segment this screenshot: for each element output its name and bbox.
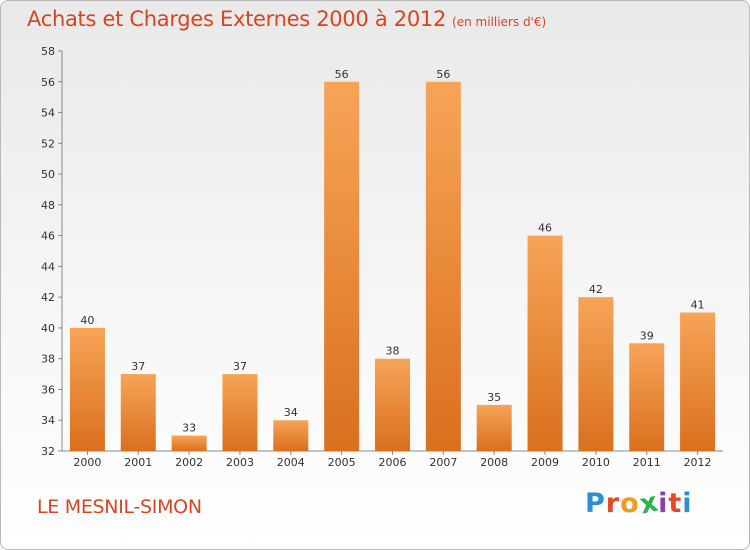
bar-value-label: 33 (182, 422, 196, 435)
y-tick-label: 32 (41, 445, 55, 458)
commune-name: LE MESNIL-SIMON (37, 496, 202, 518)
bar (476, 404, 512, 451)
bar-value-label: 35 (487, 391, 501, 404)
bar (629, 343, 665, 451)
y-tick-label: 56 (41, 76, 55, 89)
bar (222, 374, 258, 451)
logo-letter: o (620, 488, 640, 519)
bar (273, 420, 309, 451)
y-tick-label: 52 (41, 137, 55, 150)
bar-value-label: 37 (131, 360, 145, 373)
chart-subtitle: (en milliers d'€) (452, 15, 547, 29)
bar (324, 81, 360, 452)
x-tick-label: 2008 (480, 456, 508, 469)
chart-bars (69, 81, 716, 452)
bar-value-label: 56 (436, 68, 450, 81)
y-tick-label: 46 (41, 230, 55, 243)
chart-value-labels: 40 37 33 37 34 56 38 56 35 46 42 39 41 (80, 68, 704, 435)
x-tick-label: 2011 (633, 456, 661, 469)
bar (527, 235, 563, 451)
x-tick-label: 2006 (379, 456, 407, 469)
logo-letter: r (605, 488, 621, 519)
bar (171, 435, 207, 451)
y-tick-label: 34 (41, 414, 55, 427)
x-tick-label: 2005 (328, 456, 356, 469)
x-tick-label: 2000 (73, 456, 101, 469)
y-tick-label: 48 (41, 199, 55, 212)
x-tick-label: 2004 (277, 456, 305, 469)
bar (578, 297, 614, 451)
y-tick-label: 58 (41, 45, 55, 58)
bar-value-label: 37 (233, 360, 247, 373)
bar-value-label: 38 (386, 345, 400, 358)
bar (375, 358, 410, 451)
x-tick-label: 2010 (582, 456, 610, 469)
bar-value-label: 39 (640, 329, 654, 342)
bar-value-label: 41 (691, 299, 705, 312)
x-tick-label: 2003 (226, 456, 254, 469)
x-tick-label: 2009 (531, 456, 559, 469)
bar (69, 327, 105, 451)
bar-value-label: 34 (284, 406, 298, 419)
y-tick-label: 40 (41, 322, 55, 335)
y-tick-label: 42 (41, 291, 55, 304)
logo-letter: i (658, 488, 669, 519)
logo-letter: P (585, 488, 606, 519)
logo-letter: i (682, 488, 693, 519)
x-tick-label: 2001 (124, 456, 152, 469)
x-tick-label: 2012 (684, 456, 712, 469)
x-tick-label: 2007 (429, 456, 457, 469)
chart-axes: 32 34 36 38 40 42 44 46 48 50 52 54 56 58 2000 2001 2002… (41, 45, 723, 469)
bar-value-label: 56 (335, 68, 349, 81)
x-tick-label: 2002 (175, 456, 203, 469)
bar-value-label: 40 (80, 314, 94, 327)
proxiti-logo: Proxiti (585, 486, 693, 520)
bar-value-label: 42 (589, 283, 603, 296)
logo-letter: t (668, 488, 683, 519)
y-tick-label: 44 (41, 260, 55, 273)
bar (425, 81, 461, 452)
y-tick-label: 38 (41, 353, 55, 366)
bar (680, 312, 716, 451)
chart-title: Achats et Charges Externes 2000 à 2012 (27, 7, 447, 31)
bar-value-label: 46 (538, 222, 552, 235)
y-tick-label: 54 (41, 107, 55, 120)
bar (120, 374, 156, 451)
chart-title-block: Achats et Charges Externes 2000 à 2012 (e… (27, 7, 546, 31)
y-tick-label: 36 (41, 383, 55, 396)
y-tick-label: 50 (41, 168, 55, 181)
